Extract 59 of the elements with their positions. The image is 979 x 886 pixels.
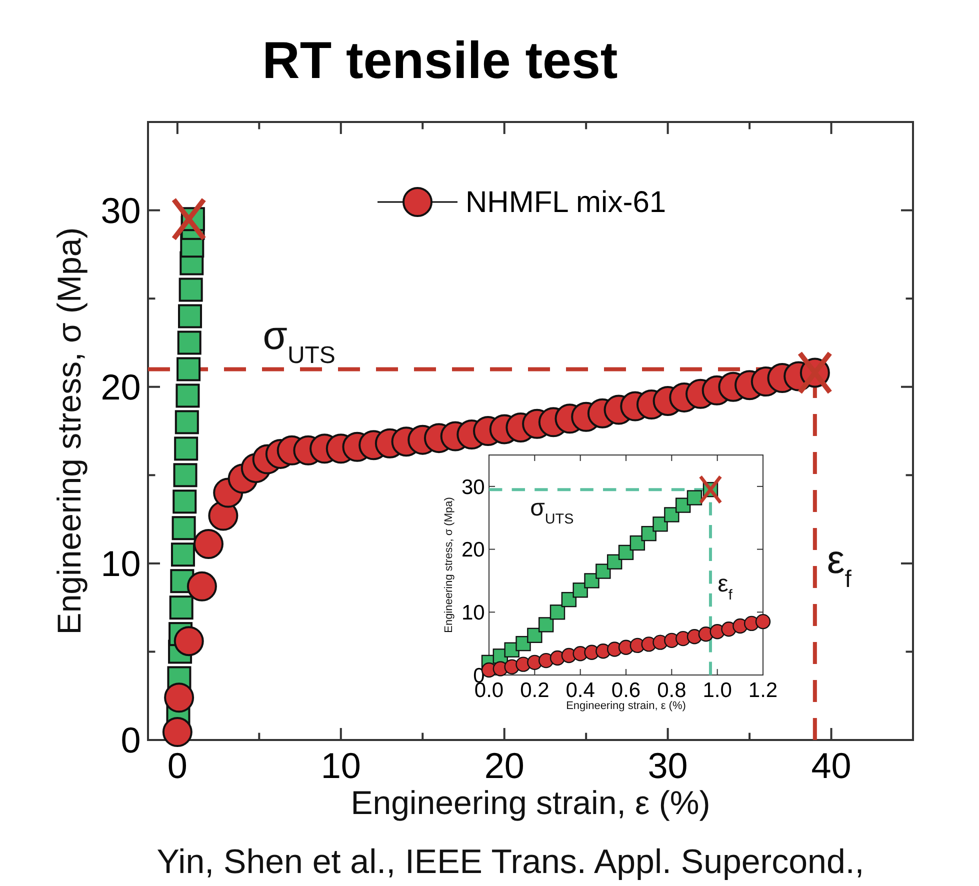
point <box>527 628 542 643</box>
x-tick-label: 0.4 <box>566 679 596 702</box>
x-tick-label: 30 <box>648 744 688 786</box>
point <box>686 490 702 506</box>
y-tick-label: 0 <box>120 720 141 761</box>
y-axis-title: Engineering stress, σ (Mpa) <box>443 497 456 633</box>
point <box>169 596 194 620</box>
point <box>652 516 668 532</box>
point <box>538 617 554 632</box>
point <box>584 573 600 588</box>
point <box>174 410 199 434</box>
y-tick-label: 30 <box>100 190 141 231</box>
point <box>173 463 198 488</box>
ref-line-label: σ$_{UTS}$ <box>262 314 336 369</box>
point <box>596 564 611 579</box>
point <box>164 682 194 713</box>
point <box>641 526 656 542</box>
x-tick-label: 1.0 <box>702 679 732 702</box>
point <box>606 554 622 570</box>
point <box>572 582 588 598</box>
point <box>664 507 680 522</box>
point <box>755 614 771 630</box>
chart-title: RT tensile test <box>262 32 618 90</box>
ref-line-label: σ$_{UTS}$ <box>530 494 574 528</box>
point <box>177 330 202 355</box>
x-axis-title: Engineering strain, ε (%) <box>350 784 710 822</box>
y-tick-label: 20 <box>461 538 485 562</box>
point <box>178 278 203 302</box>
point <box>178 304 202 328</box>
x-tick-label: 0.6 <box>611 679 641 702</box>
point <box>176 384 200 408</box>
x-tick-label: 1.2 <box>748 679 778 702</box>
point <box>172 516 196 540</box>
y-tick-label: 30 <box>461 476 485 499</box>
point <box>176 357 201 382</box>
y-axis-title: Engineering stress, σ (Mpa) <box>50 227 88 635</box>
point <box>172 490 197 514</box>
point <box>186 571 217 602</box>
point <box>618 544 634 560</box>
text: Yin, Shen et al., IEEE Trans. Appl. Supercond., <box>156 843 864 881</box>
ref-line-label: ε$_{f}$ <box>826 538 852 593</box>
point <box>174 436 198 461</box>
point <box>193 529 224 560</box>
x-tick-label: 10 <box>320 744 361 786</box>
ref-line-label: ε$_{f}$ <box>718 570 734 604</box>
x-tick-label: 0 <box>167 744 188 786</box>
point <box>171 197 206 242</box>
point <box>174 626 204 656</box>
legend-label: NHMFL mix-61 <box>466 186 666 219</box>
x-tick-label: 0.2 <box>520 679 550 702</box>
x-tick-label: 40 <box>811 744 852 786</box>
point <box>170 542 195 567</box>
point <box>162 717 192 748</box>
x-axis-title: Engineering strain, ε (%) <box>566 700 686 712</box>
y-tick-label: 10 <box>100 543 141 584</box>
x-tick-label: 0.8 <box>657 679 686 702</box>
y-tick-label: 20 <box>100 366 141 408</box>
y-tick-label: 10 <box>461 601 485 624</box>
point <box>550 604 566 620</box>
